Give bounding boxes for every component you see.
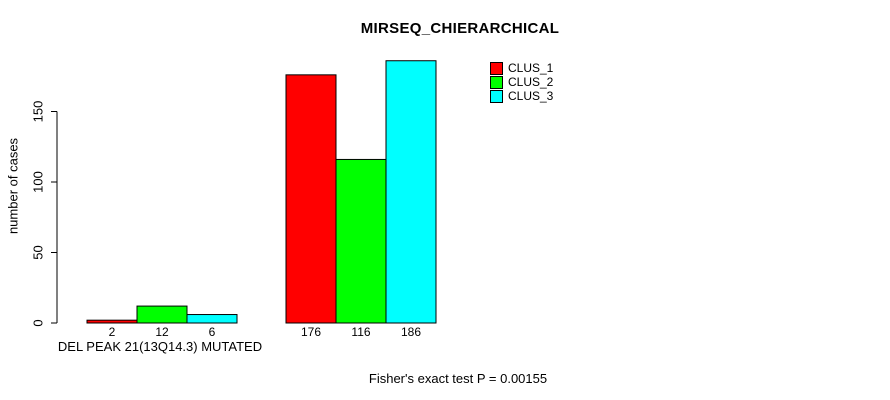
legend-swatch	[490, 89, 503, 103]
bar-value-label: 2	[109, 325, 116, 339]
legend-label: CLUS_1	[508, 61, 554, 75]
fisher-test-footnote: Fisher's exact test P = 0.00155	[368, 371, 548, 386]
chart-title: MIRSEQ_CHIERARCHICAL	[360, 20, 560, 37]
y-axis-tick-label: 150	[31, 101, 46, 123]
bar-CLUS_1-group1	[86, 319, 138, 324]
legend: CLUS_1 CLUS_2 CLUS_3	[490, 61, 553, 103]
bar-value-label: 176	[301, 325, 321, 339]
legend-label: CLUS_2	[508, 75, 554, 89]
bar-value-label: 6	[209, 325, 216, 339]
y-axis-tick-label: 100	[31, 171, 46, 193]
legend-item: CLUS_1	[490, 61, 553, 75]
legend-label: CLUS_3	[508, 89, 554, 103]
x-axis-group-label: DEL PEAK 21(13Q14.3) MUTATED	[57, 339, 263, 354]
bar-value-label: 116	[351, 325, 370, 339]
bar-CLUS_2-group1	[136, 305, 188, 324]
legend-swatch	[490, 61, 503, 75]
bar-CLUS_1-group2	[285, 74, 337, 324]
bar-CLUS_3-group1	[186, 314, 238, 324]
y-axis-tick-label: 50	[31, 245, 46, 259]
bar-value-label: 12	[155, 325, 169, 339]
bar-CLUS_2-group2	[335, 158, 387, 324]
y-axis-tick-label: 0	[31, 319, 46, 326]
legend-item: CLUS_2	[490, 75, 553, 89]
legend-swatch	[490, 75, 503, 89]
bar-CLUS_3-group2	[385, 60, 437, 324]
bar-value-label: 186	[401, 325, 421, 339]
legend-item: CLUS_3	[490, 89, 553, 103]
